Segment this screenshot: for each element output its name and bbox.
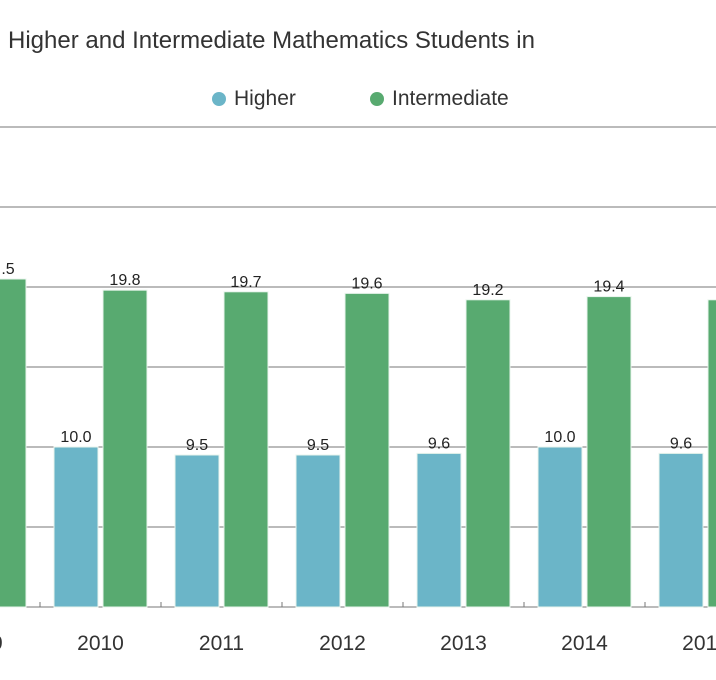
x-tick-label: 2009: [0, 632, 3, 655]
bar-intermediate-2011: [223, 291, 269, 608]
legend-swatch-higher: [212, 92, 226, 106]
legend-label: Intermediate: [392, 87, 509, 110]
data-label: 10.0: [60, 429, 91, 446]
data-label: 19.4: [593, 279, 624, 296]
bar-higher-2015: [658, 452, 704, 608]
data-label: 19.2: [472, 282, 503, 299]
bar-intermediate-2009: [0, 278, 27, 608]
bar-intermediate-2012: [344, 292, 390, 608]
bar-higher-2011: [174, 454, 220, 608]
x-tick-label: 2010: [77, 632, 124, 655]
x-tick-label: 2013: [440, 632, 487, 655]
x-tick-label: 2012: [319, 632, 366, 655]
x-tick-label: 2015: [682, 632, 716, 655]
bar-higher-2012: [295, 454, 341, 608]
legend-swatch-intermediate: [370, 92, 384, 106]
data-label: 10.0: [544, 429, 575, 446]
data-label: 9.6: [428, 435, 450, 452]
data-label: 19.7: [230, 274, 261, 291]
bar-higher-2013: [416, 452, 462, 608]
bar-higher-2014: [537, 446, 583, 608]
data-label: 9.5: [307, 437, 329, 454]
data-label: 9.6: [670, 435, 692, 452]
legend-label: Higher: [234, 87, 296, 110]
bar-higher-2010: [53, 446, 99, 608]
data-label: 9.5: [186, 437, 208, 454]
chart-title: Higher and Intermediate Mathematics Stud…: [8, 27, 535, 54]
data-label: 19.6: [351, 275, 382, 292]
data-label: 19.8: [109, 272, 140, 289]
x-tick-label: 2014: [561, 632, 608, 655]
legend-item-intermediate: Intermediate: [370, 87, 509, 111]
bar-intermediate-2014: [586, 296, 632, 608]
bar-intermediate-2015: [707, 299, 716, 608]
legend-item-higher: Higher: [212, 87, 296, 111]
bar-intermediate-2010: [102, 289, 148, 608]
bar-intermediate-2013: [465, 299, 511, 608]
x-tick-label: 2011: [199, 632, 244, 655]
data-label: .5: [1, 261, 14, 278]
